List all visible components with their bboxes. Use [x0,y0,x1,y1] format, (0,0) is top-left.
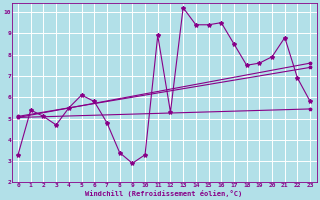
X-axis label: Windchill (Refroidissement éolien,°C): Windchill (Refroidissement éolien,°C) [85,190,243,197]
